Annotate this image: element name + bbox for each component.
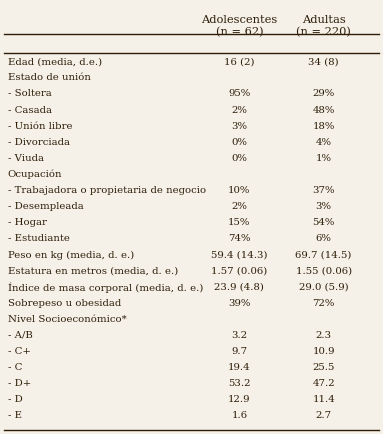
Text: 37%: 37% [313,186,335,195]
Text: - Unión libre: - Unión libre [8,122,72,131]
Text: 53.2: 53.2 [228,379,250,388]
Text: 69.7 (14.5): 69.7 (14.5) [295,250,352,260]
Text: 11.4: 11.4 [312,395,335,404]
Text: 1.6: 1.6 [231,411,247,421]
Text: - Divorciada: - Divorciada [8,138,70,147]
Text: 23.9 (4.8): 23.9 (4.8) [214,283,264,292]
Text: - Desempleada: - Desempleada [8,202,83,211]
Text: Adolescentes
(n = 62): Adolescentes (n = 62) [201,15,278,37]
Text: 34 (8): 34 (8) [308,57,339,66]
Text: 1.55 (0.06): 1.55 (0.06) [296,266,352,276]
Text: - Soltera: - Soltera [8,89,51,99]
Text: 2.3: 2.3 [316,331,332,340]
Text: 0%: 0% [231,154,247,163]
Text: Nivel Socioeconómico*: Nivel Socioeconómico* [8,315,126,324]
Text: 74%: 74% [228,234,250,243]
Text: - Hogar: - Hogar [8,218,47,227]
Text: Adultas
(n = 220): Adultas (n = 220) [296,15,351,37]
Text: - E: - E [8,411,22,421]
Text: - C: - C [8,363,22,372]
Text: 29.0 (5.9): 29.0 (5.9) [299,283,349,292]
Text: 2%: 2% [231,202,247,211]
Text: 6%: 6% [316,234,332,243]
Text: 15%: 15% [228,218,250,227]
Text: 95%: 95% [228,89,250,99]
Text: 16 (2): 16 (2) [224,57,255,66]
Text: 10.9: 10.9 [313,347,335,356]
Text: 9.7: 9.7 [231,347,247,356]
Text: - Trabajadora o propietaria de negocio: - Trabajadora o propietaria de negocio [8,186,206,195]
Text: 2%: 2% [231,105,247,115]
Text: 19.4: 19.4 [228,363,251,372]
Text: - D+: - D+ [8,379,31,388]
Text: 54%: 54% [313,218,335,227]
Text: 3%: 3% [231,122,247,131]
Text: Estado de unión: Estado de unión [8,73,90,82]
Text: 3%: 3% [316,202,332,211]
Text: 72%: 72% [313,299,335,308]
Text: 1.57 (0.06): 1.57 (0.06) [211,266,267,276]
Text: - Viuda: - Viuda [8,154,44,163]
Text: Índice de masa corporal (media, d. e.): Índice de masa corporal (media, d. e.) [8,283,203,293]
Text: Ocupación: Ocupación [8,170,62,179]
Text: 10%: 10% [228,186,250,195]
Text: 39%: 39% [228,299,250,308]
Text: 3.2: 3.2 [231,331,247,340]
Text: - D: - D [8,395,23,404]
Text: - Estudiante: - Estudiante [8,234,70,243]
Text: Peso en kg (media, d. e.): Peso en kg (media, d. e.) [8,250,134,260]
Text: 25.5: 25.5 [313,363,335,372]
Text: 12.9: 12.9 [228,395,250,404]
Text: 59.4 (14.3): 59.4 (14.3) [211,250,268,260]
Text: 1%: 1% [316,154,332,163]
Text: - Casada: - Casada [8,105,52,115]
Text: - C+: - C+ [8,347,31,356]
Text: 0%: 0% [231,138,247,147]
Text: - A/B: - A/B [8,331,33,340]
Text: Estatura en metros (media, d. e.): Estatura en metros (media, d. e.) [8,266,178,276]
Text: 18%: 18% [313,122,335,131]
Text: Sobrepeso u obesidad: Sobrepeso u obesidad [8,299,121,308]
Text: 47.2: 47.2 [312,379,335,388]
Text: 2.7: 2.7 [316,411,332,421]
Text: 29%: 29% [313,89,335,99]
Text: Edad (media, d.e.): Edad (media, d.e.) [8,57,102,66]
Text: 48%: 48% [313,105,335,115]
Text: 4%: 4% [316,138,332,147]
